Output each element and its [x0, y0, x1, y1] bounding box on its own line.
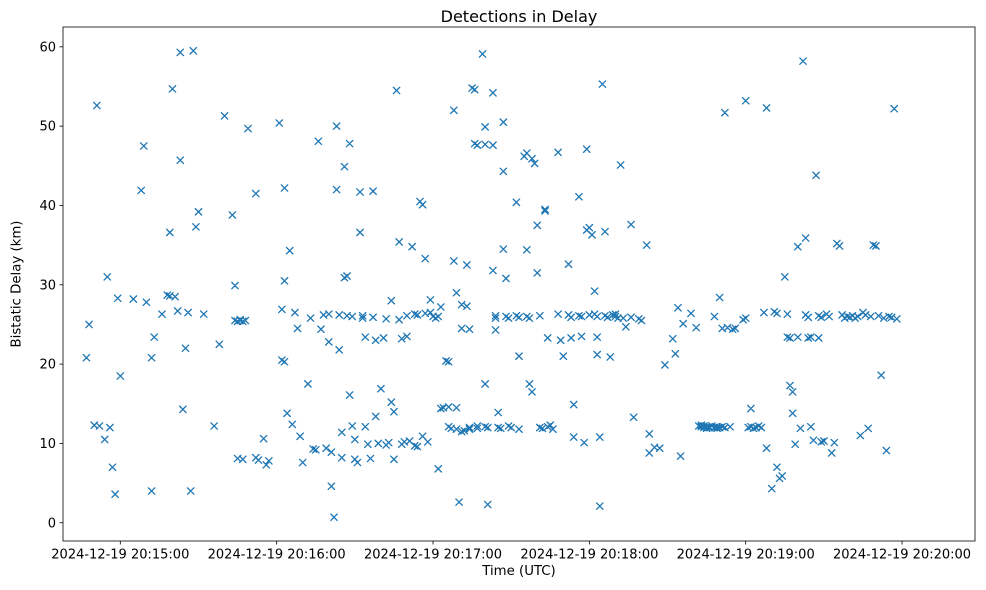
x-tick-label: 2024-12-19 20:17:00	[364, 548, 502, 563]
scatter-points	[82, 46, 901, 522]
x-tick-label: 2024-12-19 20:16:00	[208, 548, 346, 563]
chart-title: Detections in Delay	[440, 7, 598, 26]
plot-border	[62, 26, 976, 542]
y-tick-label: 20	[39, 358, 56, 373]
x-tick-label: 2024-12-19 20:20:00	[833, 548, 971, 563]
y-tick-label: 10	[39, 437, 56, 452]
x-axis-label: Time (UTC)	[482, 564, 556, 579]
x-tick-label: 2024-12-19 20:15:00	[51, 548, 189, 563]
y-tick-label: 50	[39, 120, 56, 135]
y-tick-label: 60	[39, 40, 56, 55]
y-tick-label: 30	[39, 278, 56, 293]
x-tick-label: 2024-12-19 20:18:00	[520, 548, 658, 563]
y-tick-label: 0	[48, 516, 56, 531]
y-tick-label: 40	[39, 199, 56, 214]
x-tick-label: 2024-12-19 20:19:00	[677, 548, 815, 563]
y-axis-label: Bistatic Delay (km)	[9, 220, 25, 348]
